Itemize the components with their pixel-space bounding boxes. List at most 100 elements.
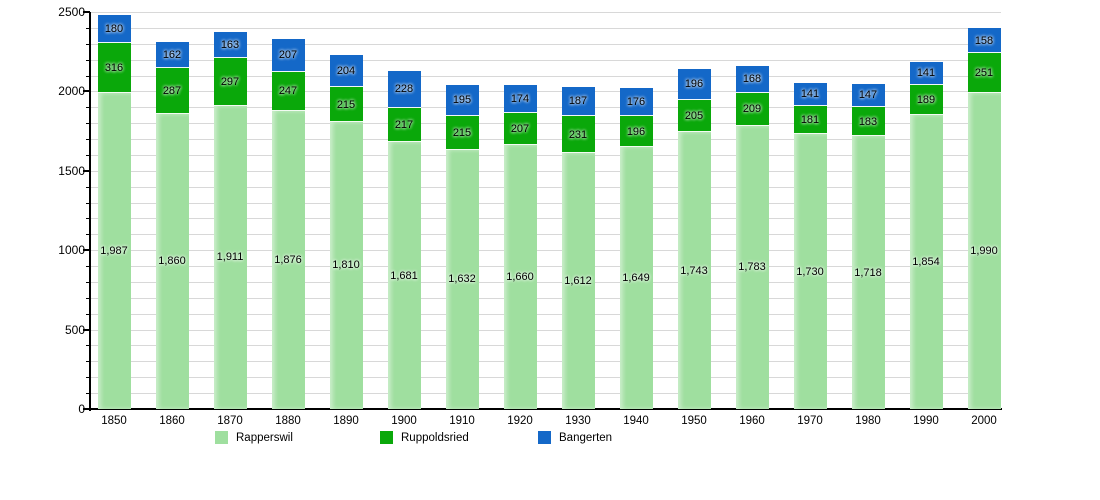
y-axis-minor-tick [86,266,90,268]
y-axis-minor-tick [86,154,90,156]
y-axis-label: 1500 [58,163,85,178]
bar-value-label-bangerten-1990: 141 [916,67,936,80]
x-axis-label-1980: 1980 [855,415,881,427]
y-axis-major-tick [83,169,90,172]
x-axis-label-1970: 1970 [797,415,823,427]
bar-value-label-ruppoldsried-1930: 231 [568,128,588,141]
bar-segment-ruppoldsried-1950 [677,99,711,133]
bar-segment-rapperswil-1960 [735,125,769,409]
gridline [90,43,1001,45]
bar-value-label-rapperswil-1950: 1,743 [680,264,708,277]
x-axis-label-1860: 1860 [159,415,185,427]
y-axis-minor-tick [86,345,90,347]
y-axis-label: 500 [64,322,85,337]
x-axis-label-1850: 1850 [101,415,127,427]
y-axis-major-tick [83,90,90,93]
bar-segment-bangerten-1950 [677,68,711,100]
x-axis-label-1990: 1990 [913,415,939,427]
y-axis-minor-tick [86,59,90,61]
bar-value-label-ruppoldsried-1850: 316 [104,62,124,75]
bar-value-label-rapperswil-1890: 1,810 [332,259,360,272]
legend-swatch-ruppoldsried [380,431,393,444]
y-axis-label: 1000 [58,243,85,258]
bar-value-label-rapperswil-1900: 1,681 [390,269,418,282]
bar-value-label-bangerten-1960: 168 [742,73,762,86]
x-axis-label-1900: 1900 [391,415,417,427]
bar-segment-ruppoldsried-1920 [503,112,537,146]
gridline [90,27,1001,29]
x-axis-label-1890: 1890 [333,415,359,427]
bar-value-label-bangerten-2000: 158 [974,34,994,47]
bar-segment-ruppoldsried-1930 [561,116,595,153]
bar-segment-rapperswil-1940 [619,147,653,409]
y-axis-minor-tick [86,107,90,109]
gridline [90,59,1001,61]
y-axis-label: 2500 [58,5,85,19]
bar-value-label-ruppoldsried-1970: 181 [800,113,820,126]
bar-segment-ruppoldsried-1980 [851,107,885,137]
gridline [90,297,1001,299]
gridline [90,329,1001,331]
bar-value-label-bangerten-1850: 180 [104,22,124,35]
y-axis-label: 2000 [58,84,85,99]
bar-segment-ruppoldsried-1970 [793,105,827,135]
y-axis-minor-tick [86,123,90,125]
bar-segment-ruppoldsried-1880 [271,71,305,112]
gridline [90,218,1001,220]
bar-segment-rapperswil-2000 [967,92,1001,409]
bar-value-label-ruppoldsried-1870: 297 [220,75,240,88]
gridline [90,91,1001,93]
gridline [90,281,1001,283]
bar-value-label-rapperswil-2000: 1,990 [970,244,998,257]
legend-item-rapperswil: Rapperswil [215,431,365,445]
bar-value-label-bangerten-1940: 176 [626,96,646,109]
x-axis-label-1950: 1950 [681,415,707,427]
bar-segment-rapperswil-1860 [155,113,189,409]
y-axis-minor-tick [86,377,90,379]
bar-value-label-bangerten-1970: 141 [800,88,820,101]
bar-segment-bangerten-1850 [97,14,131,44]
y-axis-minor-tick [86,313,90,315]
y-axis-minor-tick [86,297,90,299]
bar-value-label-rapperswil-1910: 1,632 [448,273,476,286]
gridline [90,107,1001,109]
y-axis-major-tick [83,328,90,331]
x-axis-label-1910: 1910 [449,415,475,427]
bar-segment-rapperswil-1990 [909,114,943,409]
bar-segment-rapperswil-1880 [271,111,305,409]
y-axis-minor-tick [86,281,90,283]
bar-segment-ruppoldsried-1870 [213,58,247,106]
gridline [90,139,1001,141]
bar-value-label-bangerten-1910: 195 [452,94,472,107]
gridline [90,361,1001,363]
bar-segment-rapperswil-1900 [387,142,421,409]
bar-value-label-bangerten-1920: 174 [510,92,530,105]
bar-value-label-bangerten-1860: 162 [162,49,182,62]
bar-value-label-bangerten-1890: 204 [336,65,356,78]
gridline [90,186,1001,188]
bar-value-label-bangerten-1980: 147 [858,89,878,102]
bar-value-label-rapperswil-1980: 1,718 [854,266,882,279]
y-axis-minor-tick [86,234,90,236]
bar-value-label-ruppoldsried-1890: 215 [336,98,356,111]
gridline [90,123,1001,125]
bar-segment-bangerten-1930 [561,86,595,117]
gridline [90,345,1001,347]
bar-segment-ruppoldsried-1890 [329,87,363,122]
bar-value-label-bangerten-1900: 228 [394,83,414,96]
bar-segment-ruppoldsried-1900 [387,107,421,143]
bar-value-label-rapperswil-1920: 1,660 [506,271,534,284]
x-axis-label-1940: 1940 [623,415,649,427]
bar-value-label-bangerten-1950: 196 [684,78,704,91]
gridline [90,12,1001,13]
y-axis-label: 0 [78,402,85,416]
bar-segment-rapperswil-1970 [793,134,827,409]
bar-segment-bangerten-1940 [619,88,653,116]
bar-segment-rapperswil-1910 [445,149,479,409]
x-axis-label-1870: 1870 [217,415,243,427]
bar-segment-bangerten-1910 [445,84,479,116]
gridline [90,313,1001,315]
legend-swatch-bangerten [538,431,551,444]
bar-segment-rapperswil-1920 [503,145,537,409]
